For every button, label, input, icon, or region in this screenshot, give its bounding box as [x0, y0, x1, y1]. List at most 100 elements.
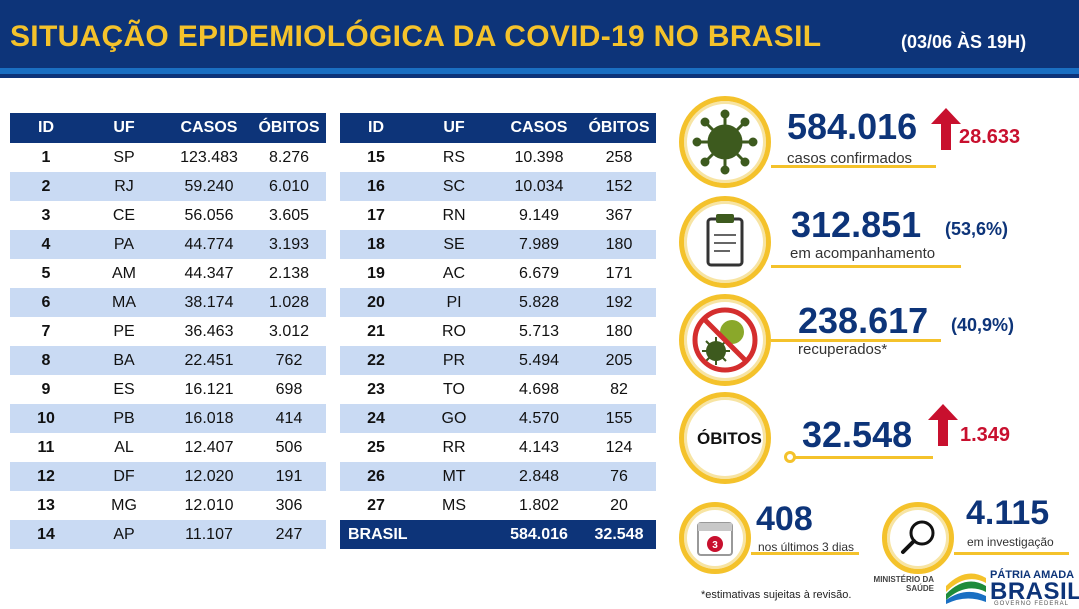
cell-casos: 44.774: [166, 230, 252, 259]
table-row: 18 SE 7.989 180: [340, 230, 656, 259]
recovered-pct: (40,9%): [951, 315, 1015, 335]
clipboard-icon: [706, 214, 744, 267]
table-row: 27 MS 1.802 20: [340, 491, 656, 520]
table-row: 16 SC 10.034 152: [340, 172, 656, 201]
last-days-value: 408: [756, 500, 813, 538]
cases-delta: 28.633: [959, 126, 1021, 148]
header-stripe: [0, 68, 1079, 74]
table-row: 6 MA 38.174 1.028: [10, 288, 326, 317]
states-table-left: ID UF CASOS ÓBITOS 1 SP 123.483 8.276 2 RJ 59.…: [10, 113, 326, 549]
cell-casos: 6.679: [518, 264, 560, 282]
last-days-circle: 3: [679, 502, 751, 574]
table-body-left: 1 SP 123.483 8.276 2 RJ 59.240 6.010 3 CE 56.056 3.…: [10, 143, 326, 549]
cell-uf: PI: [412, 288, 496, 317]
cell-obitos: 191: [252, 462, 326, 491]
cases-value: 584.016: [787, 106, 918, 147]
cell-uf: BA: [82, 346, 166, 375]
cell-id: 22: [340, 346, 412, 375]
page-title: SITUAÇÃO EPIDEMIOLÓGICA DA COVID-19 NO B…: [10, 20, 822, 53]
cell-casos: 9.149: [518, 206, 560, 224]
cell-uf: PB: [82, 404, 166, 433]
cell-obitos: 3.193: [252, 230, 326, 259]
cell-id: 4: [10, 230, 82, 259]
cell-casos: 5.713: [518, 322, 560, 340]
cell-obitos: 762: [252, 346, 326, 375]
cell-obitos: 152: [582, 172, 656, 201]
col-header-id: ID: [10, 113, 82, 143]
brand-slogan: PÁTRIA AMADA: [990, 569, 1075, 581]
cell-id: 8: [10, 346, 82, 375]
cell-obitos: 82: [610, 380, 628, 398]
cell-casos: 7.989: [496, 230, 582, 259]
cell-obitos: 8.276: [268, 148, 310, 166]
cell-obitos: 180: [605, 322, 633, 340]
cell-casos: 12.020: [166, 462, 252, 491]
cell-casos: 56.056: [184, 206, 234, 224]
cell-obitos: 247: [252, 520, 326, 549]
magnifier-icon: [901, 520, 935, 554]
cell-id: 21: [367, 322, 385, 340]
table-body-right: 15 RS 10.398 258 16 SC 10.034 152 17 RN 9.149 367 18…: [340, 143, 656, 520]
monitoring-circle: [679, 196, 771, 288]
cell-casos: 10.398: [514, 148, 564, 166]
cell-casos: 38.174: [166, 288, 252, 317]
cell-id: 16: [340, 172, 412, 201]
cell-id: 5: [41, 264, 51, 282]
cases-label: casos confirmados: [787, 150, 913, 167]
table-row: 21 RO 5.713 180: [340, 317, 656, 346]
cell-uf: RS: [442, 148, 466, 166]
cell-id: 11: [37, 438, 55, 456]
cell-uf: ES: [113, 380, 135, 398]
cell-obitos: 3.605: [268, 206, 310, 224]
cell-casos: 16.121: [184, 380, 234, 398]
cell-uf: RO: [442, 322, 466, 340]
deaths-dot: [784, 451, 796, 463]
cell-id: 14: [10, 520, 82, 549]
cell-uf: PE: [113, 322, 135, 340]
cell-obitos: 306: [275, 496, 303, 514]
table-row: 8 BA 22.451 762: [10, 346, 326, 375]
total-row: BRASIL 584.016 32.548: [340, 520, 656, 549]
ministry-name: MINISTÉRIO DA SAÚDE: [872, 575, 934, 593]
cell-casos: 123.483: [180, 148, 238, 166]
table-row: 14 AP 11.107 247: [10, 520, 326, 549]
cell-uf: PA: [82, 230, 166, 259]
deaths-title: ÓBITOS: [697, 429, 762, 448]
table-row: 17 RN 9.149 367: [340, 201, 656, 230]
cell-casos: 1.802: [518, 496, 560, 514]
cell-obitos: 205: [582, 346, 656, 375]
arrow-up-icon: [931, 108, 961, 150]
total-label: BRASIL: [340, 520, 496, 549]
ministry-line2: SAÚDE: [905, 584, 934, 593]
cell-uf: CE: [112, 206, 136, 224]
table-header-row: ID UF CASOS ÓBITOS: [340, 113, 656, 143]
cell-id: 10: [10, 404, 82, 433]
table-row: 7 PE 36.463 3.012: [10, 317, 326, 346]
monitoring-value: 312.851: [791, 204, 922, 245]
cell-uf: SC: [412, 172, 496, 201]
table-row: 9 ES 16.121 698: [10, 375, 326, 404]
cell-obitos: 367: [605, 206, 633, 224]
cell-id: 12: [10, 462, 82, 491]
col-header-casos: CASOS: [496, 113, 582, 143]
col-header-id: ID: [340, 113, 412, 143]
table-header-row: ID UF CASOS ÓBITOS: [10, 113, 326, 143]
cell-uf: RR: [442, 438, 466, 456]
cell-obitos: 76: [582, 462, 656, 491]
deaths-value: 32.548: [802, 414, 913, 455]
cell-obitos: 2.138: [268, 264, 310, 282]
virus-crossed-icon: [692, 307, 758, 373]
table-row: 1 SP 123.483 8.276: [10, 143, 326, 172]
cell-casos: 5.828: [496, 288, 582, 317]
cell-id: 25: [367, 438, 385, 456]
total-casos: 584.016: [496, 520, 582, 549]
deaths-circle: [679, 392, 771, 484]
table-row: 13 MG 12.010 306: [10, 491, 326, 520]
col-header-obitos: ÓBITOS: [582, 113, 656, 143]
investigation-circle: [882, 502, 954, 574]
cell-uf: AM: [112, 264, 136, 282]
recovered-underline: [771, 339, 941, 342]
cell-obitos: 258: [605, 148, 633, 166]
table-row: 20 PI 5.828 192: [340, 288, 656, 317]
cases-circle: [679, 96, 771, 188]
